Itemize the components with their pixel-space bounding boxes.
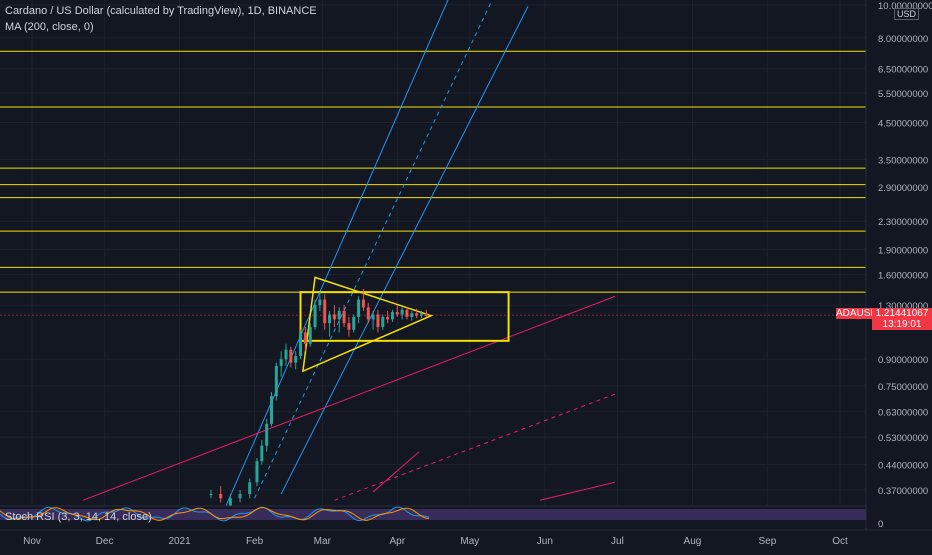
time-tick-label: Jun bbox=[537, 536, 553, 547]
candle-body bbox=[410, 313, 414, 317]
candle-body bbox=[228, 498, 232, 507]
candle-body bbox=[209, 494, 213, 496]
candle-body bbox=[371, 314, 375, 320]
consolidation-box bbox=[299, 291, 510, 342]
channel-upper-line bbox=[225, 0, 449, 508]
price-tick-label: 8.00000000 bbox=[878, 34, 928, 45]
price-tick-label: 2.30000000 bbox=[878, 217, 928, 228]
candle-body bbox=[284, 349, 288, 360]
price-tick-label: 2.90000000 bbox=[878, 183, 928, 194]
candle-body bbox=[265, 423, 269, 446]
price-tick-label: 0.53000000 bbox=[878, 433, 928, 444]
ma-indicator-label[interactable]: MA (200, close, 0) bbox=[5, 21, 94, 33]
candle-body bbox=[352, 316, 356, 330]
price-tick-label: 0.75000000 bbox=[878, 382, 928, 393]
price-tick-label: 5.50000000 bbox=[878, 89, 928, 100]
candle-body bbox=[357, 299, 361, 317]
candle-body bbox=[405, 309, 409, 317]
channel-mid-line bbox=[254, 0, 493, 499]
time-tick-label: Sep bbox=[759, 536, 777, 547]
trendline-dashed bbox=[334, 393, 616, 501]
time-tick-label: 2021 bbox=[168, 536, 191, 547]
stoch-rsi-axis-label: 0 bbox=[878, 519, 883, 530]
time-tick-label: Oct bbox=[832, 536, 848, 547]
candle-body bbox=[342, 310, 346, 324]
price-tick-label: 1.90000000 bbox=[878, 245, 928, 256]
candle-body bbox=[323, 299, 327, 324]
candle-body bbox=[294, 356, 298, 363]
channel-lower-line bbox=[280, 6, 529, 495]
price-tick-label: 0.37000000 bbox=[878, 486, 928, 497]
candle-body bbox=[303, 332, 307, 344]
price-tick-label: 10.00000000 bbox=[878, 1, 932, 12]
candle-body bbox=[274, 365, 278, 397]
price-tick-label: 1.60000000 bbox=[878, 271, 928, 282]
chart-title[interactable]: Cardano / US Dollar (calculated by Tradi… bbox=[5, 5, 317, 17]
trendline-short bbox=[372, 451, 420, 493]
price-tick-label: 0.63000000 bbox=[878, 408, 928, 419]
candle-body bbox=[337, 310, 341, 320]
symbol-price-tag: ADAUSD bbox=[836, 308, 878, 319]
stoch-rsi-d-line bbox=[0, 507, 430, 521]
candle-body bbox=[238, 494, 242, 499]
time-tick-label: Apr bbox=[390, 536, 406, 547]
candle-body bbox=[386, 316, 390, 320]
candle-body bbox=[289, 349, 293, 363]
time-tick-label: Mar bbox=[314, 536, 332, 547]
candle-body bbox=[308, 327, 312, 344]
candle-body bbox=[390, 312, 394, 320]
candle-body bbox=[366, 307, 370, 320]
currency-badge[interactable]: USD bbox=[894, 8, 920, 20]
candle-body bbox=[269, 396, 273, 424]
bar-countdown: 13:19:01 bbox=[872, 319, 932, 330]
candle-body bbox=[255, 461, 259, 483]
trendline-lower bbox=[539, 481, 616, 501]
candle-body bbox=[381, 316, 385, 328]
candle-body bbox=[400, 309, 404, 315]
candle-body bbox=[318, 299, 322, 306]
price-tick-label: 0.44000000 bbox=[878, 461, 928, 472]
time-tick-label: Dec bbox=[96, 536, 114, 547]
price-tick-label: 6.50000000 bbox=[878, 64, 928, 75]
candle-body bbox=[332, 314, 336, 320]
price-tick-label: 1.30000000 bbox=[878, 301, 928, 312]
time-tick-label: Jul bbox=[611, 536, 624, 547]
candle-body bbox=[419, 313, 423, 316]
time-tick-label: May bbox=[460, 536, 479, 547]
time-tick-label: Feb bbox=[246, 536, 264, 547]
time-tick-label: Nov bbox=[23, 536, 41, 547]
candle-body bbox=[299, 332, 303, 357]
price-tick-label: 0.90000000 bbox=[878, 355, 928, 366]
candle-body bbox=[328, 314, 332, 324]
price-axis-bg bbox=[866, 0, 932, 550]
candle-body bbox=[260, 445, 264, 462]
candle-body bbox=[424, 313, 428, 316]
candle-body bbox=[415, 313, 419, 316]
candle-body bbox=[361, 299, 365, 308]
triangle-pattern bbox=[302, 276, 434, 373]
candle-body bbox=[347, 323, 351, 330]
trendline-main bbox=[82, 295, 616, 501]
candle-body bbox=[219, 494, 223, 499]
stoch-rsi-label[interactable]: Stoch RSI (3, 3, 14, 14, close) bbox=[5, 511, 152, 523]
candle-body bbox=[248, 482, 252, 495]
price-tick-label: 3.50000000 bbox=[878, 155, 928, 166]
candle-body bbox=[279, 359, 283, 366]
stoch-rsi-band bbox=[0, 509, 866, 520]
candle-body bbox=[313, 305, 317, 328]
candle-body bbox=[395, 312, 399, 315]
time-tick-label: Aug bbox=[684, 536, 702, 547]
price-tick-label: 4.50000000 bbox=[878, 118, 928, 129]
last-price-tag: 1.21441067 bbox=[872, 308, 932, 319]
candle-body bbox=[376, 314, 380, 328]
